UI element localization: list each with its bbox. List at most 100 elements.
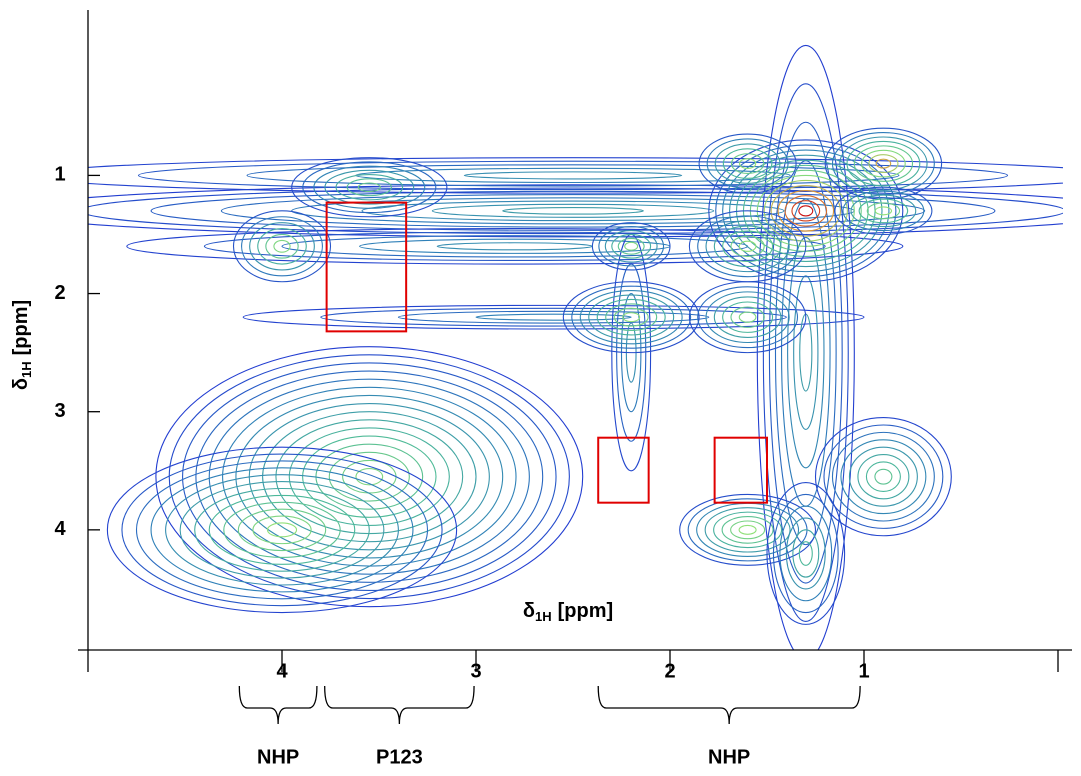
ylabel-label: δ1H [ppm] xyxy=(10,300,34,390)
contour-line xyxy=(315,443,424,510)
contour-line xyxy=(502,207,644,215)
contour-line xyxy=(793,275,819,430)
contour-line xyxy=(88,187,1063,235)
contour-line xyxy=(194,487,370,572)
y-tick-label: 1 xyxy=(54,164,65,186)
contour-line xyxy=(220,194,926,228)
x-tick-label: 3 xyxy=(470,660,481,682)
contour-line xyxy=(168,354,570,600)
contour-line xyxy=(861,149,906,178)
contour-line xyxy=(624,241,639,251)
contour-line xyxy=(88,157,1063,194)
contour-line xyxy=(588,294,675,340)
contour-line xyxy=(598,226,665,267)
contour-line xyxy=(571,285,692,349)
contour-line xyxy=(762,83,849,622)
group-label: NHP xyxy=(257,746,299,768)
contour-line xyxy=(722,301,774,333)
highlight-box xyxy=(597,436,650,504)
contour-line xyxy=(604,229,658,263)
contour-line xyxy=(722,149,890,273)
contour-line xyxy=(165,474,399,586)
contour-line xyxy=(155,346,584,608)
contour-line xyxy=(839,136,928,191)
contour-line xyxy=(722,148,773,179)
contour-line xyxy=(182,362,557,591)
contour-line xyxy=(203,231,826,262)
contour-line xyxy=(431,203,715,218)
contour-line xyxy=(713,225,782,268)
group-bracket xyxy=(597,685,861,725)
contour-line xyxy=(858,198,909,224)
contour-line xyxy=(730,153,765,174)
axis-unit: [ppm] xyxy=(10,300,32,356)
contour-line xyxy=(704,507,791,553)
contour-line xyxy=(850,194,917,228)
group-bracket xyxy=(238,685,318,725)
contour-line xyxy=(266,522,298,538)
contour-line xyxy=(779,505,833,602)
contour-line xyxy=(814,417,952,537)
contour-line xyxy=(721,516,774,544)
contour-line xyxy=(866,202,901,220)
contour-line xyxy=(242,304,865,330)
contour-line xyxy=(208,494,356,565)
contour-line xyxy=(772,493,839,614)
contour-line xyxy=(617,237,645,255)
contour-line xyxy=(787,236,825,469)
contour-line xyxy=(596,298,666,336)
contour-line xyxy=(799,313,813,392)
contour-line xyxy=(730,306,765,328)
contour-line xyxy=(273,239,291,253)
contour-line xyxy=(834,186,933,236)
contour-line xyxy=(770,184,841,237)
contour-line xyxy=(335,174,404,201)
contour-line xyxy=(579,290,683,345)
contour-line xyxy=(714,143,781,184)
group-bracket xyxy=(324,685,475,725)
contour-line xyxy=(275,419,464,535)
contour-line xyxy=(249,222,315,271)
contour-line xyxy=(738,311,757,323)
contour-line xyxy=(106,446,458,614)
contour-line xyxy=(222,386,517,567)
contour-line xyxy=(791,200,821,222)
contour-line xyxy=(705,220,790,273)
contour-line xyxy=(730,235,765,257)
contour-line xyxy=(823,424,944,529)
contour-line xyxy=(232,210,332,283)
contour-line xyxy=(785,517,826,590)
contour-line xyxy=(875,158,892,169)
contour-line xyxy=(705,291,790,344)
y-tick-label: 2 xyxy=(54,282,65,304)
contour-line xyxy=(262,411,477,543)
contour-line xyxy=(697,286,799,349)
contour-line xyxy=(246,164,900,187)
contour-line xyxy=(436,242,593,251)
xlabel-label: δ1H [ppm] xyxy=(523,600,613,624)
contour-line xyxy=(868,154,899,174)
contour-line xyxy=(121,453,443,607)
contour-line xyxy=(874,206,893,216)
highlight-box xyxy=(325,201,408,333)
contour-line xyxy=(865,461,901,493)
contour-line xyxy=(698,133,797,194)
contour-line xyxy=(361,200,785,222)
contour-line xyxy=(463,171,683,180)
contour-line xyxy=(688,281,807,354)
axis-symbol: δ xyxy=(523,600,535,622)
contour-line xyxy=(679,493,817,566)
group-label: P123 xyxy=(376,746,423,768)
contour-line xyxy=(713,296,782,338)
contour-line xyxy=(697,215,799,278)
contour-line xyxy=(475,313,632,321)
contour-line xyxy=(88,184,1063,238)
contour-line xyxy=(150,190,996,231)
contour-line xyxy=(150,467,414,593)
contour-line xyxy=(302,435,437,518)
contour-line xyxy=(324,169,415,205)
contour-line xyxy=(562,281,700,354)
contour-line xyxy=(328,451,410,502)
contour-line xyxy=(842,190,925,232)
